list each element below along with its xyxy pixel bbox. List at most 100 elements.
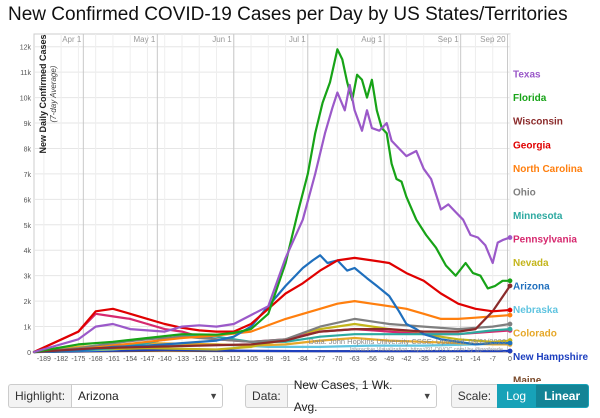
series-label: Colorado xyxy=(513,328,557,339)
x-tick-label: -182 xyxy=(54,356,68,363)
x-tick-label: -175 xyxy=(71,356,85,363)
log-button[interactable]: Log xyxy=(497,384,536,408)
series-label: Ohio xyxy=(513,187,536,198)
y-axis-label: New Daily Confirmed Cases xyxy=(38,34,48,153)
x-tick-label: -28 xyxy=(436,356,446,363)
y-tick-label: 4k xyxy=(24,248,32,255)
series-label: North Carolina xyxy=(513,164,583,175)
x-tick-label: -119 xyxy=(210,356,224,363)
highlight-label: Highlight: xyxy=(8,384,72,408)
series-line-new-hampshire xyxy=(32,348,512,354)
scale-label: Scale: xyxy=(450,384,498,408)
controls-bar: Highlight: Arizona ▼ Data: New Cases, 1 … xyxy=(8,378,590,414)
y-tick-label: 7k xyxy=(24,172,32,179)
data-control: Data: New Cases, 1 Wk. Avg. ▼ xyxy=(245,378,437,414)
x-tick-label: -49 xyxy=(384,356,394,363)
data-label: Data: xyxy=(245,384,287,408)
series-end-point xyxy=(507,326,513,332)
series-label: Maine xyxy=(513,376,542,383)
series-line-north-carolina xyxy=(32,300,512,354)
y-axis-sublabel: (7-day Average) xyxy=(49,65,58,122)
series-line-arizona xyxy=(32,254,512,354)
x-tick-label: -98 xyxy=(263,356,273,363)
x-tick-label: -189 xyxy=(37,356,51,363)
month-marker-label: Apr 1 xyxy=(62,35,82,44)
y-tick-label: 2k xyxy=(24,299,32,306)
series-line-wisconsin xyxy=(32,284,512,354)
y-tick-label: 0 xyxy=(27,350,31,357)
series-end-point xyxy=(507,283,513,289)
series-end-point xyxy=(507,348,513,354)
x-tick-label: -105 xyxy=(244,356,258,363)
month-marker-label: May 1 xyxy=(134,35,156,44)
x-tick-label: -161 xyxy=(106,356,120,363)
x-tick-label: -63 xyxy=(350,356,360,363)
x-tick-label: -91 xyxy=(281,356,291,363)
series-line-texas xyxy=(32,83,512,354)
series-label: Florida xyxy=(513,93,547,104)
x-tick-label: -112 xyxy=(227,356,241,363)
x-tick-label: -133 xyxy=(175,356,189,363)
series-label: Nebraska xyxy=(513,305,558,316)
series-line-nevada xyxy=(32,322,512,354)
series-label: Georgia xyxy=(513,140,551,151)
x-tick-label: -56 xyxy=(367,356,377,363)
x-tick-label: -70 xyxy=(332,356,342,363)
y-tick-label: 9k xyxy=(24,121,32,128)
series-line-florida xyxy=(32,48,512,354)
series-label: New Hampshire xyxy=(513,352,588,363)
month-marker-label: Sep 1 xyxy=(438,35,459,44)
linear-button[interactable]: Linear xyxy=(535,384,590,408)
x-tick-label: -168 xyxy=(89,356,103,363)
data-select[interactable]: New Cases, 1 Wk. Avg. ▼ xyxy=(286,378,437,414)
x-tick-label: -21 xyxy=(453,356,463,363)
series-label: Pennsylvania xyxy=(513,234,577,245)
x-tick-label: -14 xyxy=(470,356,480,363)
y-tick-label: 8k xyxy=(24,146,32,153)
y-tick-label: 5k xyxy=(24,223,32,230)
chevron-down-icon: ▼ xyxy=(422,391,432,401)
x-tick-label: -35 xyxy=(419,356,429,363)
highlight-value: Arizona xyxy=(78,389,119,403)
series-end-point xyxy=(507,278,513,284)
series-end-point xyxy=(507,321,513,327)
scale-control: Scale: Log Linear xyxy=(450,384,590,408)
highlight-control: Highlight: Arizona ▼ xyxy=(8,384,224,408)
chart-canvas: 0 1k 2k 3k 4k 5k 6k 7k 8k 9k 10k 11k 12k -189 -182 -175… xyxy=(20,33,588,383)
x-tick-label: -154 xyxy=(123,356,137,363)
series-end-point xyxy=(507,312,513,318)
y-tick-label: 11k xyxy=(20,70,31,77)
y-tick-label: 3k xyxy=(24,274,32,281)
series-label: Nevada xyxy=(513,258,549,269)
y-tick-label: 1k xyxy=(24,325,32,332)
chart-title: New Confirmed COVID-19 Cases per Day by … xyxy=(8,4,568,25)
x-tick-label: -147 xyxy=(140,356,154,363)
data-value: New Cases, 1 Wk. Avg. xyxy=(293,378,393,414)
series-line-ohio xyxy=(32,317,512,354)
month-marker-label: Sep 20 xyxy=(480,35,506,44)
x-tick-label: -77 xyxy=(315,356,325,363)
month-marker-label: Jul 1 xyxy=(289,35,306,44)
series-label: Texas xyxy=(513,70,541,81)
plot-area: 0 1k 2k 3k 4k 5k 6k 7k 8k 9k 10k 11k 12k -189 -182 -175… xyxy=(20,33,588,383)
y-tick-label: 12k xyxy=(20,45,32,52)
series-end-point xyxy=(507,340,513,346)
month-marker-label: Jun 1 xyxy=(212,35,232,44)
series-line-georgia xyxy=(32,256,512,354)
x-tick-label: -7 xyxy=(490,356,496,363)
series-label: Arizona xyxy=(513,281,550,292)
visualization-credit: Interactive Visualization: https://91-DI… xyxy=(350,347,507,353)
y-tick-label: 10k xyxy=(20,96,32,103)
x-tick-label: -140 xyxy=(158,356,172,363)
series-end-point xyxy=(507,235,513,240)
chevron-down-icon: ▼ xyxy=(209,391,219,401)
series-end-point xyxy=(507,307,513,313)
series-label: Wisconsin xyxy=(513,117,563,128)
x-tick-label: -84 xyxy=(298,356,308,363)
y-tick-label: 6k xyxy=(24,197,32,204)
source-text: Data: John Hopkins University CSSE; Upda… xyxy=(309,337,506,346)
x-tick-label: -42 xyxy=(401,356,411,363)
x-tick-label: -126 xyxy=(192,356,206,363)
highlight-select[interactable]: Arizona ▼ xyxy=(71,384,224,408)
x-tick-label: 0 xyxy=(508,356,512,363)
